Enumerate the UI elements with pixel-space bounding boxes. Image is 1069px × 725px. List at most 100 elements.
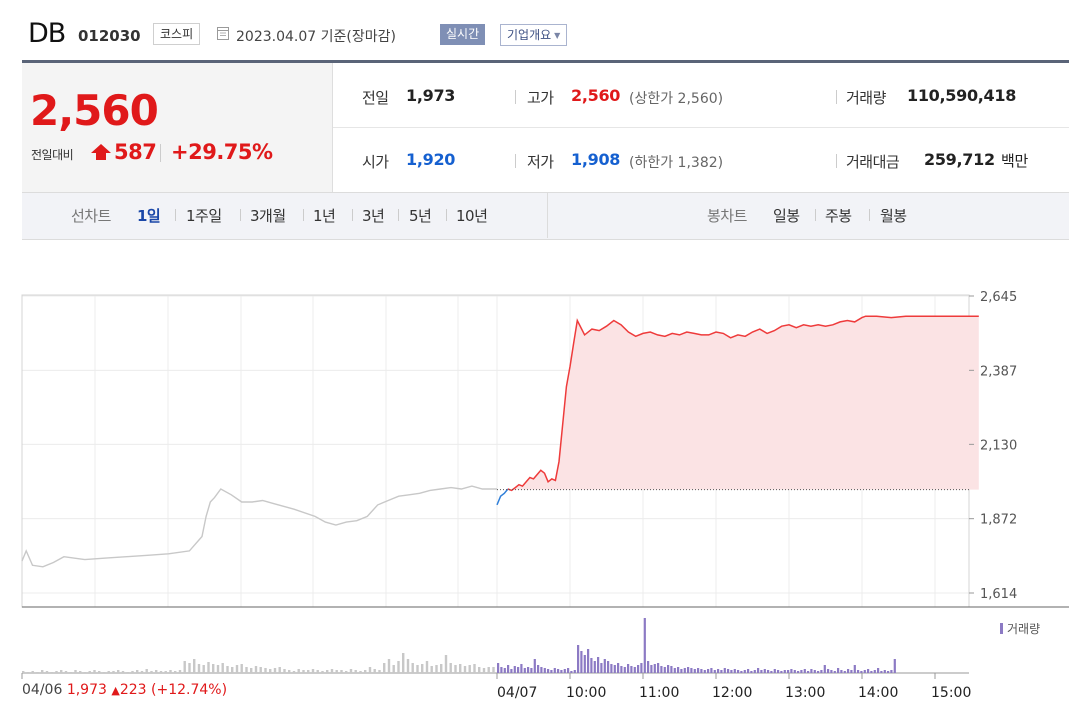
volume-bar — [833, 671, 836, 673]
volume-bar — [492, 667, 495, 673]
volume-bar — [657, 663, 660, 673]
volume-bar — [660, 666, 663, 673]
volume-bar — [497, 663, 500, 673]
volume-bar — [783, 670, 786, 673]
volume-bar — [368, 667, 372, 673]
volume-bar — [797, 671, 800, 673]
volume-bar — [810, 669, 813, 673]
tab-weekly-candle[interactable]: 주봉 — [825, 207, 852, 225]
volume-bar — [617, 663, 620, 673]
tab-5year[interactable]: 5년 — [409, 207, 432, 225]
volume-bar — [553, 668, 556, 673]
low-label: 저가 — [527, 153, 554, 171]
volume-bar — [647, 661, 650, 673]
prev-day-up-icon: ▲ — [111, 684, 120, 697]
volume-bar — [673, 668, 676, 673]
tab-10year[interactable]: 10년 — [456, 207, 488, 225]
volume-bar — [364, 670, 367, 673]
volume-bar — [60, 670, 63, 673]
volume-bar — [670, 666, 673, 673]
volume-bar — [102, 672, 106, 673]
tab-1day[interactable]: 1일 — [137, 207, 161, 225]
y-tick-label: 1,872 — [980, 513, 1017, 528]
volume-bar — [507, 665, 510, 673]
volume-bar — [510, 669, 513, 673]
volume-bar — [773, 669, 776, 673]
tab-3year[interactable]: 3년 — [362, 207, 385, 225]
volume-bar — [112, 671, 115, 673]
volume-bar — [667, 665, 670, 673]
volume-bar — [713, 670, 716, 673]
change-separator — [160, 144, 161, 162]
prev-day-change: 223 — [119, 682, 147, 698]
tab-separator — [398, 209, 399, 221]
volume-bar — [345, 671, 348, 673]
volume-bar — [482, 668, 486, 673]
volume-bar — [687, 667, 690, 673]
volume-bar — [733, 669, 736, 673]
volume-bar — [273, 668, 277, 673]
volume-bar — [737, 670, 740, 673]
volume-bar — [468, 665, 471, 673]
volume-bar — [193, 659, 196, 673]
volume-bar — [444, 655, 448, 673]
volume-bar — [823, 665, 826, 673]
lower-limit: (하한가 1,382) — [629, 155, 724, 171]
base-date: 2023.04.07 기준(장마감) — [236, 29, 396, 45]
volume-bar — [757, 668, 760, 673]
volume-bar — [560, 670, 563, 673]
volume-bar — [880, 671, 883, 673]
volume-bar — [397, 661, 400, 673]
tab-separator — [869, 209, 870, 221]
y-axis-ticks: 2,645 2,387 2,130 1,872 1,614 — [969, 290, 1017, 602]
volume-bar — [22, 671, 25, 673]
y-tick-label: 2,645 — [980, 290, 1017, 305]
volume-bar — [760, 670, 763, 673]
volume-bar — [383, 663, 386, 673]
volume-bar — [870, 671, 873, 673]
tab-1week[interactable]: 1주일 — [186, 207, 222, 225]
volume-bar — [677, 667, 680, 673]
x-tick-label: 11:00 — [639, 685, 679, 701]
volume-bar — [212, 664, 215, 673]
volume-bar — [653, 664, 656, 673]
volume-bar — [543, 668, 546, 673]
volume-bar — [164, 671, 167, 673]
volume-bar — [600, 663, 603, 673]
open-series — [496, 488, 509, 506]
volume-bar — [45, 671, 49, 673]
volume-bar — [83, 672, 87, 673]
volume-bar — [402, 653, 405, 673]
volume-bar — [454, 665, 457, 673]
company-overview-button[interactable]: 기업개요 ▼ — [500, 24, 568, 46]
volume-bars — [22, 618, 896, 673]
x-tick-label: 15:00 — [931, 685, 971, 701]
volume-bar — [800, 670, 803, 673]
tab-1year[interactable]: 1년 — [313, 207, 336, 225]
volume-bar — [807, 671, 810, 673]
volume-bar — [633, 667, 636, 673]
change-label: 전일대비 — [31, 148, 74, 162]
low-value: 1,908 — [571, 150, 621, 169]
tab-separator — [352, 209, 353, 221]
volume-bar — [392, 665, 395, 673]
realtime-button[interactable]: 실시간 — [440, 24, 486, 45]
volume-bar — [547, 669, 550, 673]
volume-bar — [650, 665, 653, 673]
volume-bar — [613, 665, 616, 673]
tab-monthly-candle[interactable]: 월봉 — [880, 207, 907, 225]
stat-separator — [836, 154, 837, 168]
amount-value: 259,712 — [924, 150, 995, 169]
tab-separator — [240, 209, 241, 221]
today-series — [507, 315, 979, 492]
volume-bar — [216, 665, 220, 673]
prev-close-value: 1,973 — [406, 86, 456, 105]
volume-bar — [487, 667, 490, 673]
tab-daily-candle[interactable]: 일봉 — [773, 207, 800, 225]
volume-bar — [183, 661, 186, 673]
volume-bar — [278, 667, 281, 673]
volume-bar — [717, 669, 720, 673]
volume-bar — [587, 649, 590, 673]
tab-3month[interactable]: 3개월 — [250, 207, 286, 225]
volume-bar — [697, 668, 700, 673]
